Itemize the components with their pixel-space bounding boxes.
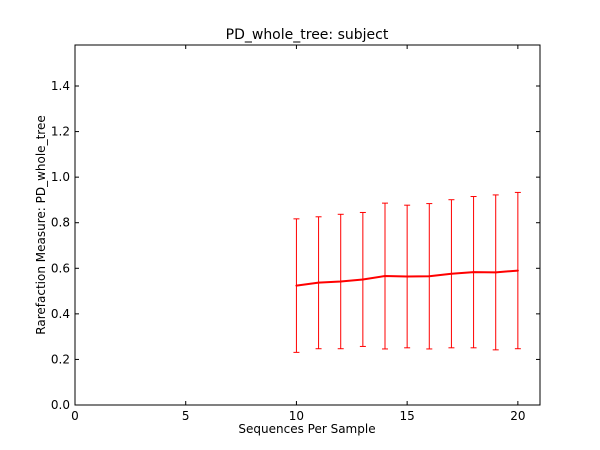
series-layer <box>293 191 521 353</box>
x-tick-label: 15 <box>400 409 415 423</box>
data-point <box>361 278 364 281</box>
axis-ticks: 0 5 10 15 20 0.0 0.2 0.4 0.6 0.8 1.0 1.2 1.4 <box>51 45 540 423</box>
data-point <box>494 271 497 274</box>
y-tick-label: 1.4 <box>51 79 70 93</box>
y-tick-label: 1.2 <box>51 125 70 139</box>
data-point <box>384 275 386 278</box>
x-tick-label: 0 <box>71 409 79 423</box>
x-tick-label: 10 <box>289 409 304 423</box>
data-point <box>317 281 320 284</box>
data-point <box>406 275 409 278</box>
x-tick-label: 5 <box>182 409 190 423</box>
data-point <box>428 275 431 278</box>
data-point <box>339 280 342 283</box>
data-point <box>450 272 453 275</box>
data-point <box>472 271 475 274</box>
y-tick-label: 0.6 <box>51 261 70 275</box>
plot-frame <box>74 44 541 406</box>
y-tick-label: 0.4 <box>51 307 70 321</box>
y-tick-label: 0.2 <box>51 352 70 366</box>
x-axis-label: Sequences Per Sample <box>238 422 375 436</box>
data-point <box>516 269 519 272</box>
y-tick-label: 1.0 <box>51 170 70 184</box>
data-point <box>295 284 298 287</box>
y-tick-label: 0.0 <box>51 398 70 412</box>
chart-title: PD_whole_tree: subject <box>226 27 389 43</box>
y-tick-label: 0.8 <box>51 216 70 230</box>
y-axis-label: Rarefaction Measure: PD_whole_tree <box>34 115 48 334</box>
x-tick-label: 20 <box>510 409 525 423</box>
